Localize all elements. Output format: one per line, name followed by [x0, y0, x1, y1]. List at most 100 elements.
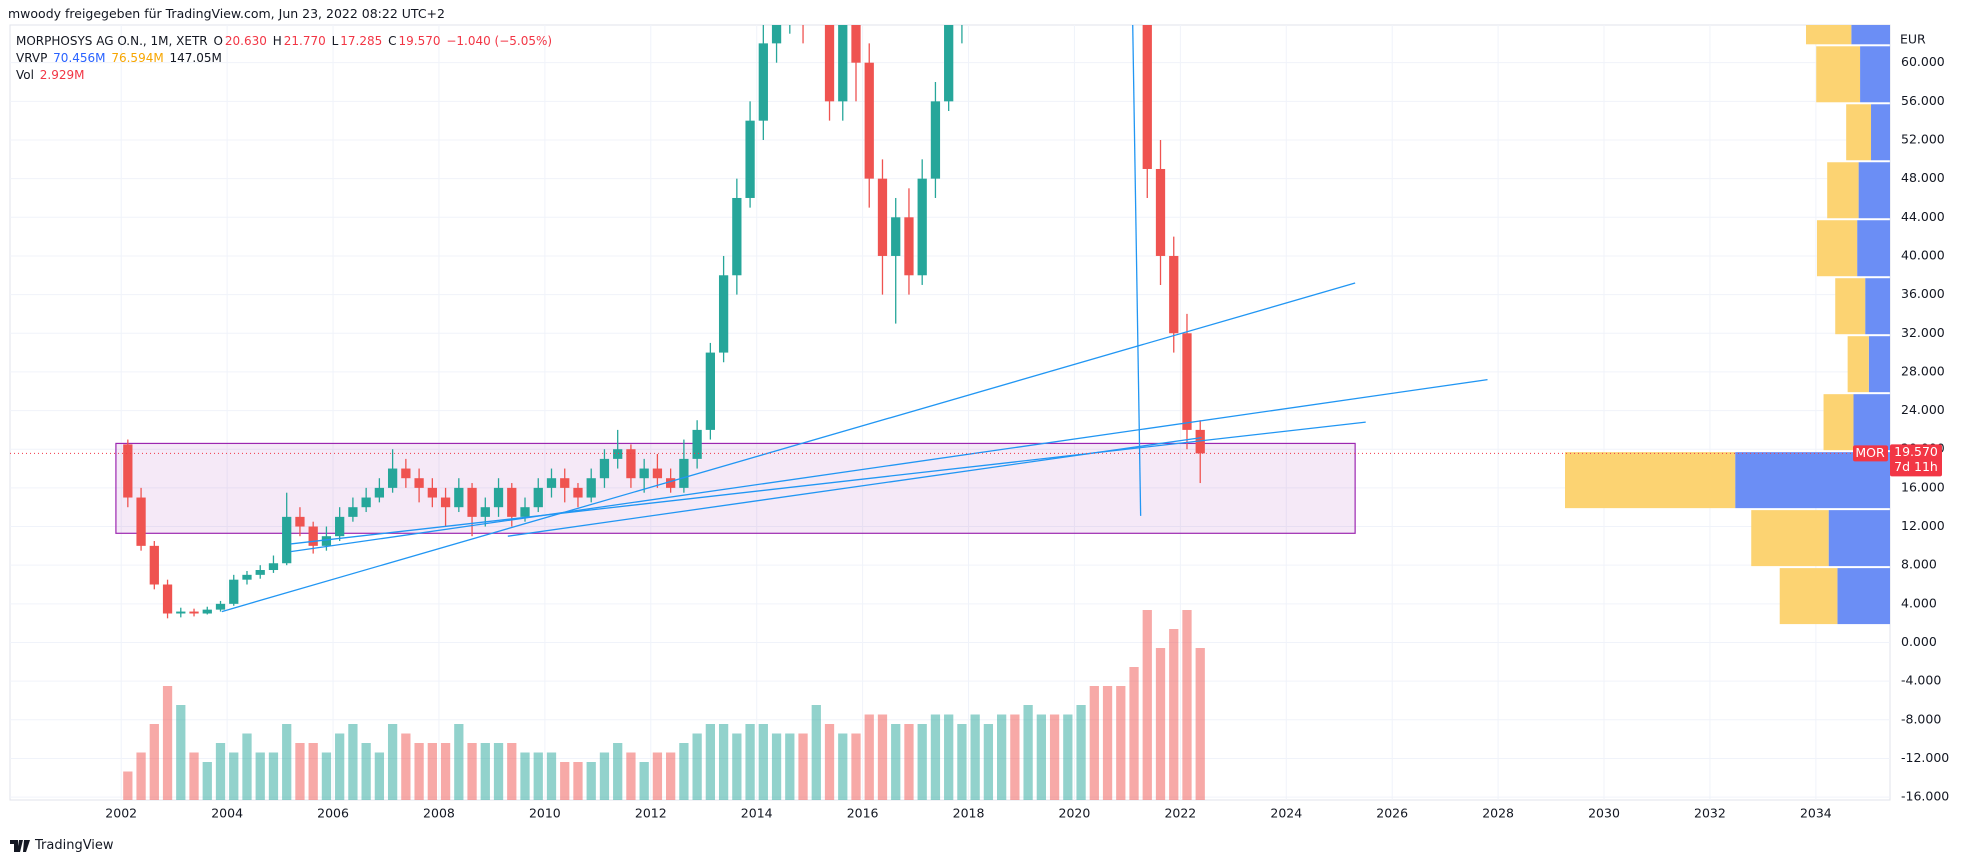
- vrvp-up: 70.456M: [53, 51, 106, 65]
- y-tick-label: 56.000: [1901, 93, 1945, 108]
- ohlc-value: 20.630: [224, 34, 267, 48]
- volume-bar: [560, 762, 570, 800]
- profile-up: [1868, 336, 1890, 393]
- volume-bar: [771, 733, 782, 800]
- candle-body: [149, 545, 159, 585]
- volume-bar: [162, 686, 173, 800]
- volume-bar: [374, 752, 385, 800]
- volume-bar: [732, 733, 742, 800]
- trend-line: [290, 421, 1366, 545]
- candle-body: [626, 449, 636, 479]
- volume-bar: [613, 743, 623, 800]
- y-tick-label: 16.000: [1901, 479, 1945, 494]
- volume-bar: [891, 724, 901, 800]
- candle-body: [295, 516, 305, 527]
- volume-bar: [268, 752, 279, 800]
- legend-row: MORPHOSYS AG O.N., 1M, XETR O 20.630 H 21.…: [16, 33, 554, 50]
- volume-bar: [149, 724, 159, 800]
- volume-bar: [970, 714, 980, 800]
- price-tag-value: 19.570: [1894, 444, 1938, 459]
- candle-body: [520, 507, 530, 517]
- volume-bar: [440, 743, 451, 800]
- candle-body: [586, 478, 596, 498]
- candle-body: [904, 217, 914, 276]
- candle-body: [1142, 25, 1152, 169]
- x-tick-label: 2006: [317, 806, 349, 821]
- volume-bar: [361, 743, 371, 800]
- candle-body: [1169, 255, 1179, 334]
- header: mwoody freigegeben für TradingView.com, …: [8, 6, 445, 21]
- volume-bar: [758, 724, 768, 800]
- volume-bar: [387, 724, 398, 800]
- volume-bar: [811, 705, 821, 800]
- candle-body: [255, 570, 265, 575]
- profile-down: [1816, 220, 1858, 277]
- profile-down: [1565, 452, 1736, 509]
- candle-body: [401, 468, 411, 479]
- volume-bar: [427, 743, 437, 800]
- candle-body: [374, 487, 385, 498]
- y-tick-label: 28.000: [1901, 363, 1945, 378]
- profile-up: [1858, 162, 1890, 219]
- volume-bar: [348, 724, 358, 800]
- volume-bar: [1063, 714, 1073, 800]
- volume-bar: [679, 743, 689, 800]
- candle-body: [507, 487, 517, 517]
- profile-down: [1779, 568, 1838, 625]
- volume-bar: [1089, 686, 1099, 800]
- volume-bar: [335, 733, 345, 800]
- candle-body: [705, 352, 715, 430]
- y-tick-label: 0.000: [1901, 634, 1937, 649]
- candle-body: [348, 507, 358, 517]
- candle-body: [361, 497, 371, 508]
- x-tick-label: 2008: [423, 806, 455, 821]
- candle-body: [758, 43, 768, 121]
- legend: MORPHOSYS AG O.N., 1M, XETR O 20.630 H 21.…: [16, 33, 554, 84]
- volume-bar: [944, 714, 954, 800]
- profile-down: [1827, 162, 1859, 219]
- x-tick-label: 2002: [105, 806, 137, 821]
- volume-bar: [705, 724, 715, 800]
- volume-bar: [1036, 714, 1046, 800]
- candle-body: [718, 275, 729, 353]
- candle-body: [666, 478, 676, 488]
- volume-bar: [507, 743, 517, 800]
- volume-bar: [215, 743, 226, 800]
- y-tick-label: 32.000: [1901, 325, 1945, 340]
- candle-body: [440, 497, 451, 508]
- volume-bar: [467, 743, 477, 800]
- legend-row: VRVP 70.456M 76.594M 147.05M: [16, 50, 554, 67]
- profile-down: [1846, 104, 1872, 161]
- volume-bar: [1142, 610, 1152, 800]
- volume-bar: [851, 733, 861, 800]
- profile-down: [1835, 278, 1866, 335]
- candle-body: [877, 178, 888, 256]
- volume-bar: [546, 752, 557, 800]
- y-tick-label: 24.000: [1901, 402, 1945, 417]
- profile-up: [1837, 568, 1890, 625]
- volume-bar: [983, 724, 994, 800]
- axes: 2002 2004 2006 2008 2010 2012 2014 2016 2018 2020…: [105, 54, 1949, 820]
- logo: [10, 839, 30, 852]
- candle-body: [930, 101, 941, 179]
- profile-up: [1851, 25, 1890, 45]
- volume-bar: [295, 743, 305, 800]
- candle-body: [891, 217, 901, 256]
- profile-down: [1847, 336, 1869, 393]
- y-tick-label: 36.000: [1901, 286, 1945, 301]
- candle-body: [176, 611, 186, 614]
- candle-body: [573, 487, 583, 498]
- profile-up: [1853, 394, 1890, 451]
- legend-row: Vol 2.929M: [16, 67, 554, 84]
- candle-body: [613, 449, 623, 459]
- volume-bar: [1049, 714, 1060, 800]
- volume-bar: [692, 733, 702, 800]
- candle-body: [864, 62, 874, 179]
- candle-body: [560, 478, 570, 488]
- footer-brand: TradingView: [35, 838, 114, 853]
- y-tick-label: 60.000: [1901, 54, 1945, 69]
- y-tick-label: -12.000: [1901, 750, 1949, 765]
- candle-body: [917, 178, 927, 276]
- candle-body: [136, 497, 146, 546]
- candle-body: [692, 429, 702, 459]
